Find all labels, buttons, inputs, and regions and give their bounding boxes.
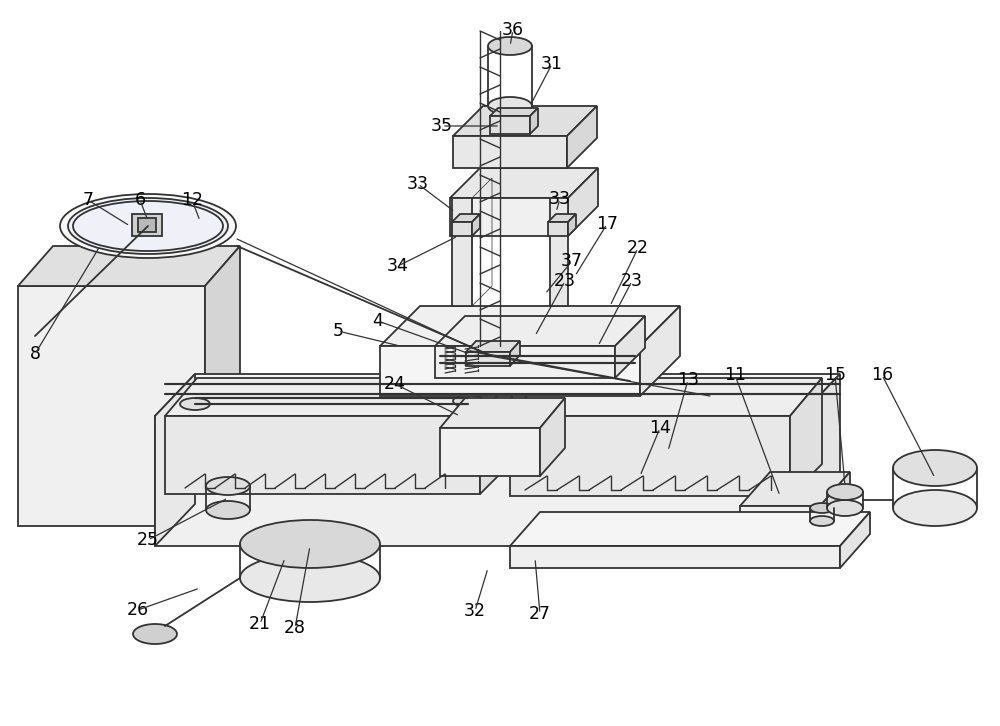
Polygon shape: [380, 346, 640, 396]
Polygon shape: [615, 316, 645, 378]
Polygon shape: [450, 168, 598, 198]
Ellipse shape: [893, 490, 977, 526]
Polygon shape: [480, 378, 512, 494]
Ellipse shape: [488, 37, 532, 55]
Polygon shape: [452, 214, 480, 222]
Text: 33: 33: [549, 190, 571, 208]
Ellipse shape: [453, 395, 483, 407]
Polygon shape: [440, 398, 565, 428]
Polygon shape: [435, 346, 615, 378]
Text: 14: 14: [649, 419, 671, 437]
Polygon shape: [568, 168, 598, 236]
Polygon shape: [800, 374, 840, 546]
Polygon shape: [450, 198, 568, 236]
Polygon shape: [840, 512, 870, 568]
Polygon shape: [466, 341, 520, 352]
Polygon shape: [18, 286, 205, 526]
Polygon shape: [452, 222, 472, 236]
Polygon shape: [155, 374, 195, 546]
Polygon shape: [568, 214, 576, 236]
Text: 15: 15: [824, 366, 846, 384]
Polygon shape: [640, 306, 680, 396]
Ellipse shape: [827, 500, 863, 516]
Polygon shape: [510, 341, 520, 366]
Text: 34: 34: [387, 257, 409, 275]
Text: 7: 7: [82, 191, 94, 209]
Text: 12: 12: [181, 191, 203, 209]
Ellipse shape: [810, 516, 834, 526]
Text: 37: 37: [561, 252, 583, 270]
Text: 11: 11: [724, 366, 746, 384]
Ellipse shape: [240, 554, 380, 602]
Polygon shape: [490, 108, 538, 116]
Text: 31: 31: [541, 55, 563, 73]
Polygon shape: [790, 378, 822, 496]
Polygon shape: [540, 398, 565, 476]
Text: 35: 35: [431, 117, 453, 135]
Ellipse shape: [180, 398, 210, 410]
Ellipse shape: [893, 450, 977, 486]
Polygon shape: [567, 106, 597, 168]
Polygon shape: [155, 416, 800, 546]
Polygon shape: [510, 378, 822, 416]
Ellipse shape: [240, 520, 380, 568]
Ellipse shape: [827, 484, 863, 500]
Text: 28: 28: [284, 619, 306, 637]
Polygon shape: [530, 108, 538, 134]
Text: 27: 27: [529, 605, 551, 623]
Polygon shape: [740, 506, 820, 546]
Polygon shape: [435, 316, 645, 346]
Polygon shape: [472, 214, 480, 236]
Polygon shape: [510, 416, 790, 496]
Text: 6: 6: [134, 191, 146, 209]
Ellipse shape: [206, 501, 250, 519]
Text: 23: 23: [621, 272, 643, 290]
Ellipse shape: [68, 198, 228, 254]
Text: 5: 5: [332, 322, 344, 340]
Polygon shape: [550, 198, 568, 306]
Ellipse shape: [488, 97, 532, 115]
Polygon shape: [548, 222, 568, 236]
Polygon shape: [165, 378, 512, 416]
Text: 25: 25: [137, 531, 159, 549]
Polygon shape: [452, 198, 472, 306]
Polygon shape: [165, 416, 480, 494]
Text: 36: 36: [502, 21, 524, 39]
Polygon shape: [440, 428, 540, 476]
Polygon shape: [510, 546, 840, 568]
Polygon shape: [740, 472, 850, 506]
Polygon shape: [453, 136, 567, 168]
Polygon shape: [510, 512, 870, 546]
Polygon shape: [138, 218, 156, 232]
Text: 22: 22: [627, 239, 649, 257]
Text: 17: 17: [596, 215, 618, 233]
Ellipse shape: [133, 624, 177, 644]
Text: 8: 8: [30, 345, 40, 363]
Polygon shape: [490, 116, 530, 134]
Ellipse shape: [60, 194, 236, 258]
Text: 33: 33: [407, 175, 429, 193]
Polygon shape: [453, 106, 597, 136]
Polygon shape: [155, 374, 840, 416]
Polygon shape: [380, 306, 680, 346]
Text: 23: 23: [554, 272, 576, 290]
Polygon shape: [18, 246, 240, 286]
Text: 32: 32: [464, 602, 486, 620]
Text: 13: 13: [677, 371, 699, 389]
Polygon shape: [466, 352, 510, 366]
Polygon shape: [820, 472, 850, 546]
Text: 26: 26: [127, 601, 149, 619]
Text: 4: 4: [373, 312, 383, 330]
Text: 24: 24: [384, 375, 406, 393]
Ellipse shape: [810, 503, 834, 513]
Text: 21: 21: [249, 615, 271, 633]
Text: 16: 16: [871, 366, 893, 384]
Polygon shape: [205, 246, 240, 526]
Ellipse shape: [206, 477, 250, 495]
Polygon shape: [548, 214, 576, 222]
Polygon shape: [132, 214, 162, 236]
